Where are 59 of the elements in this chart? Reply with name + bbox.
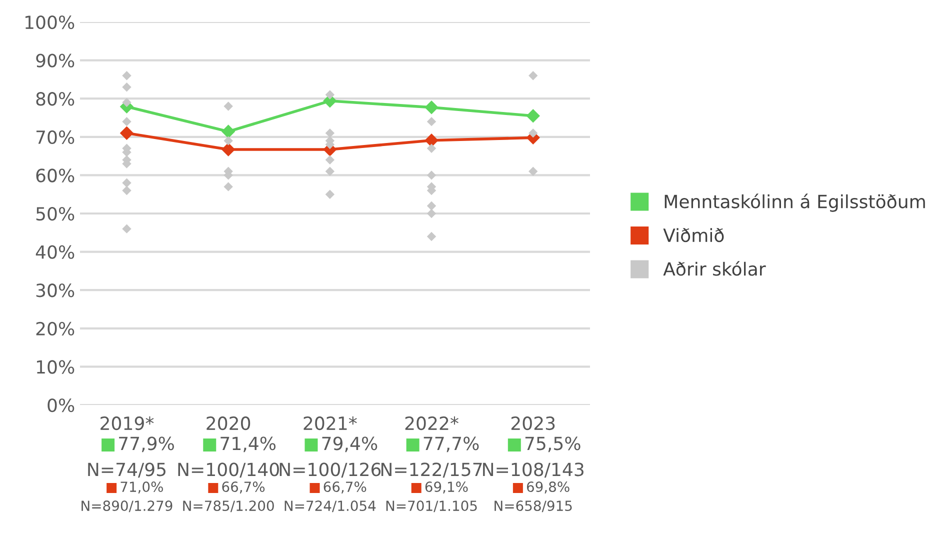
y-tick-label: 10%: [36, 360, 74, 374]
data-label: 75,5% N=108/143: [483, 436, 584, 478]
data-label: 66,7% N=724/1.054: [284, 482, 376, 512]
legend-label: Viðmið: [663, 228, 724, 242]
point: [528, 166, 538, 176]
data-label: 66,7% N=785/1.200: [183, 482, 274, 512]
y-tick-label: 40%: [36, 245, 74, 259]
point: [122, 71, 132, 80]
point: [424, 134, 438, 147]
x-tick-label: 2019*: [100, 416, 154, 430]
point: [224, 182, 233, 192]
point: [528, 71, 538, 80]
x-tick-label: 2020: [206, 416, 250, 430]
data-label: 77,9% N=74/95: [88, 436, 174, 478]
legend-label: Menntaskólinn á Egilsstöðum: [664, 194, 925, 212]
x-tick-label: 2023: [511, 416, 555, 430]
point: [122, 98, 132, 108]
point: [122, 116, 132, 126]
data-label: 71,4% N=100/140: [178, 436, 279, 478]
data-label: 69,1% N=701/1.105: [386, 482, 477, 512]
data-label: 77,7% N=122/157: [381, 436, 482, 478]
point: [426, 232, 436, 242]
point: [122, 82, 132, 92]
point: [325, 190, 335, 199]
data-label: 71,0% N=890/1.279: [82, 482, 172, 512]
y-tick-label: 100%: [26, 15, 74, 30]
point: [224, 136, 233, 146]
point: [325, 90, 335, 100]
point: [426, 144, 436, 153]
x-tick-label: 2022*: [405, 416, 458, 430]
point: [325, 155, 335, 164]
point: [528, 128, 538, 138]
y-tick-label: 20%: [36, 322, 74, 336]
point: [122, 224, 132, 234]
point: [426, 208, 436, 218]
data-label: 79,4% N=100/126: [280, 436, 381, 478]
point: [120, 126, 134, 140]
point: [426, 170, 436, 180]
point: [222, 124, 235, 138]
point: [122, 178, 132, 188]
point: [426, 201, 436, 210]
point: [526, 109, 540, 122]
y-tick-label: 50%: [36, 206, 74, 221]
point: [426, 116, 436, 126]
point: [222, 142, 235, 156]
point: [122, 186, 132, 196]
y-tick-label: 90%: [36, 54, 74, 68]
y-tick-label: 60%: [36, 168, 74, 182]
x-tick-label: 2021*: [304, 416, 357, 430]
data-label: 69,8% N=658/915: [494, 482, 572, 512]
legend-label: Aðrir skólar: [663, 261, 766, 276]
y-tick-label: 80%: [36, 92, 74, 106]
point: [325, 128, 335, 138]
y-tick-label: 30%: [36, 284, 74, 298]
y-tick-label: 70%: [36, 130, 74, 144]
point: [325, 166, 335, 176]
y-tick-label: 0%: [48, 398, 74, 412]
point: [224, 102, 233, 111]
point: [424, 100, 438, 114]
